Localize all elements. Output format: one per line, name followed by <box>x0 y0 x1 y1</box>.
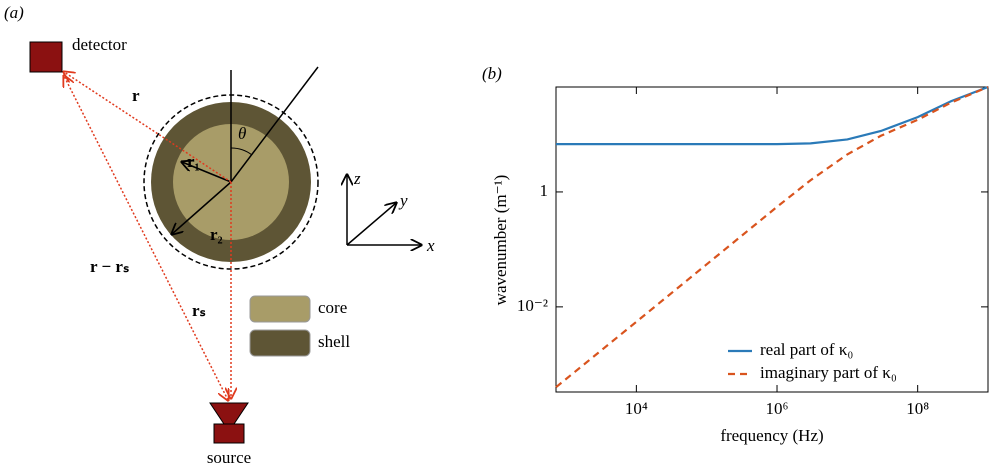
r-label: r <box>132 86 140 105</box>
detector-icon <box>30 42 62 72</box>
x-tick-label: 10⁶ <box>766 399 789 418</box>
panel-label: (a) <box>4 3 24 22</box>
detector-label: detector <box>72 35 127 54</box>
legend-label: real part of κ₀ <box>760 340 853 359</box>
source-icon <box>214 424 244 443</box>
legend-label: imaginary part of κ₀ <box>760 363 897 382</box>
diagram: (a) detector source r θ r₁ r₂ r − rₛ rₛ … <box>4 3 435 467</box>
y-label: y <box>398 191 408 210</box>
x-tick-label: 10⁴ <box>625 399 648 418</box>
y-axis <box>347 203 396 245</box>
r-rs-label: r − rₛ <box>90 257 129 276</box>
chart: (b) frequency (Hz) wavenumber (m⁻¹) 10⁴ 1… <box>482 64 988 445</box>
r2-label: r₂ <box>210 225 223 244</box>
legend-label: shell <box>318 332 350 351</box>
y-tick-label: 10⁻² <box>517 296 548 315</box>
y-tick-label: 1 <box>540 181 549 200</box>
panel-label: (b) <box>482 64 502 83</box>
x-axis-title: frequency (Hz) <box>720 426 823 445</box>
r1-label: r₁ <box>187 152 200 171</box>
y-axis-title: wavenumber (m⁻¹) <box>491 175 510 306</box>
legend-label: core <box>318 298 347 317</box>
rs-label: rₛ <box>192 301 206 320</box>
z-label: z <box>353 169 361 188</box>
theta-label: θ <box>238 124 246 143</box>
x-label: x <box>426 236 435 255</box>
source-horn <box>210 403 248 424</box>
x-tick-label: 10⁸ <box>906 399 929 418</box>
legend-swatch <box>250 330 310 356</box>
figure: (a) detector source r θ r₁ r₂ r − rₛ rₛ … <box>0 0 997 470</box>
legend-swatch <box>250 296 310 322</box>
series-line <box>556 87 988 144</box>
source-label: source <box>207 448 251 467</box>
